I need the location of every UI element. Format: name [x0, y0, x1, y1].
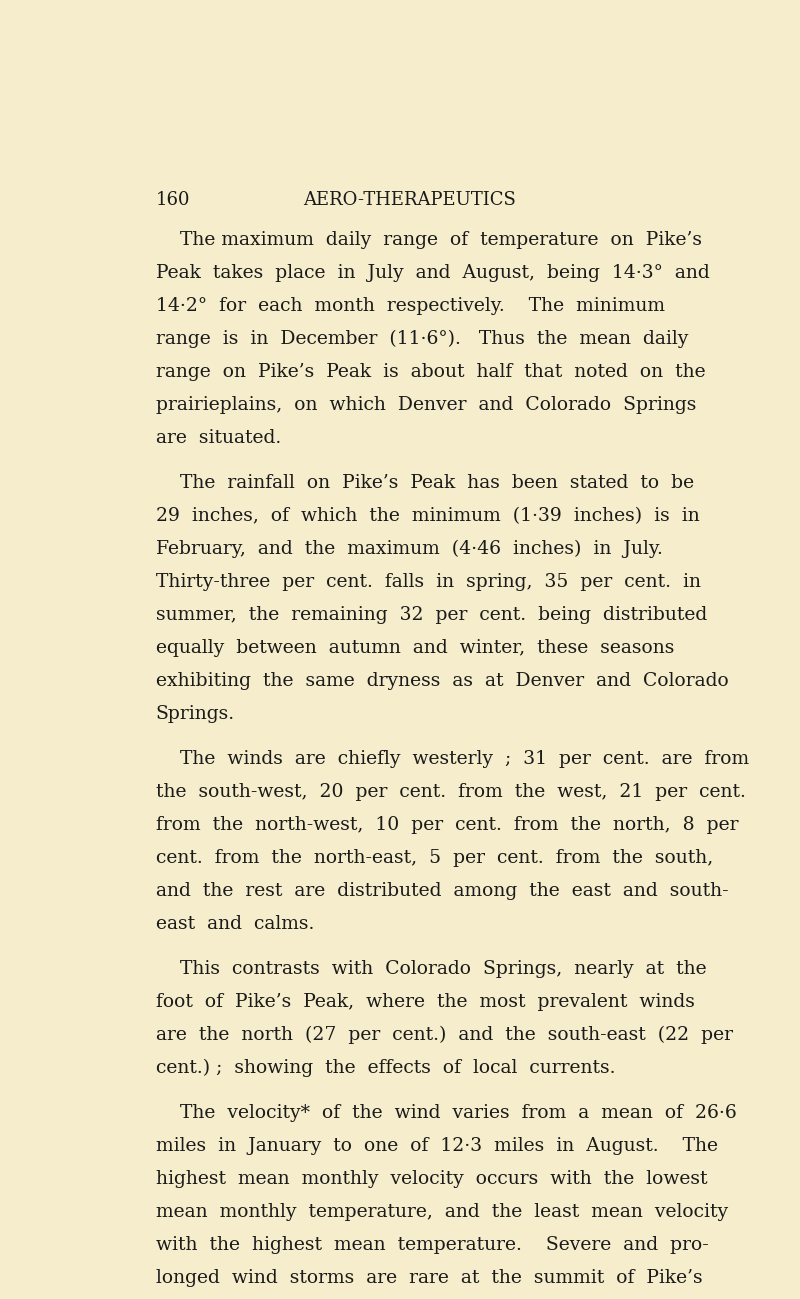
Text: exhibiting  the  same  dryness  as  at  Denver  and  Colorado: exhibiting the same dryness as at Denver… — [156, 672, 729, 690]
Text: from  the  north-west,  10  per  cent.  from  the  north,  8  per: from the north-west, 10 per cent. from t… — [156, 816, 738, 834]
Text: The  winds  are  chiefly  westerly  ;  31  per  cent.  are  from: The winds are chiefly westerly ; 31 per … — [156, 750, 749, 768]
Text: The maximum  daily  range  of  temperature  on  Pike’s: The maximum daily range of temperature o… — [156, 231, 702, 249]
Text: and  the  rest  are  distributed  among  the  east  and  south-: and the rest are distributed among the e… — [156, 882, 729, 900]
Text: with  the  highest  mean  temperature.    Severe  and  pro-: with the highest mean temperature. Sever… — [156, 1237, 709, 1254]
Text: AERO-THERAPEUTICS: AERO-THERAPEUTICS — [303, 191, 517, 209]
Text: range  on  Pike’s  Peak  is  about  half  that  noted  on  the: range on Pike’s Peak is about half that … — [156, 362, 706, 381]
Text: prairie​plains,  on  which  Denver  and  Colorado  Springs: prairie​plains, on which Denver and Colo… — [156, 396, 696, 414]
Text: cent.  from  the  north-east,  5  per  cent.  from  the  south,: cent. from the north-east, 5 per cent. f… — [156, 850, 713, 866]
Text: highest  mean  monthly  velocity  occurs  with  the  lowest: highest mean monthly velocity occurs wit… — [156, 1170, 707, 1189]
Text: miles  in  January  to  one  of  12·3  miles  in  August.    The: miles in January to one of 12·3 miles in… — [156, 1137, 718, 1155]
Text: foot  of  Pike’s  Peak,  where  the  most  prevalent  winds: foot of Pike’s Peak, where the most prev… — [156, 992, 694, 1011]
Text: The  rainfall  on  Pike’s  Peak  has  been  stated  to  be: The rainfall on Pike’s Peak has been sta… — [156, 474, 694, 492]
Text: Springs.: Springs. — [156, 705, 235, 724]
Text: 14·2°  for  each  month  respectively.    The  minimum: 14·2° for each month respectively. The m… — [156, 297, 665, 314]
Text: range  is  in  December  (11·6°).   Thus  the  mean  daily: range is in December (11·6°). Thus the m… — [156, 330, 688, 348]
Text: 160: 160 — [156, 191, 190, 209]
Text: the  south-west,  20  per  cent.  from  the  west,  21  per  cent.: the south-west, 20 per cent. from the we… — [156, 783, 746, 801]
Text: This  contrasts  with  Colorado  Springs,  nearly  at  the: This contrasts with Colorado Springs, ne… — [156, 960, 706, 978]
Text: cent.) ;  showing  the  effects  of  local  currents.: cent.) ; showing the effects of local cu… — [156, 1059, 615, 1077]
Text: are  the  north  (27  per  cent.)  and  the  south-east  (22  per: are the north (27 per cent.) and the sou… — [156, 1026, 733, 1044]
Text: Peak  takes  place  in  July  and  August,  being  14·3°  and: Peak takes place in July and August, bei… — [156, 264, 710, 282]
Text: east  and  calms.: east and calms. — [156, 914, 314, 933]
Text: longed  wind  storms  are  rare  at  the  summit  of  Pike’s: longed wind storms are rare at the summi… — [156, 1269, 702, 1287]
Text: The  velocity*  of  the  wind  varies  from  a  mean  of  26·6: The velocity* of the wind varies from a … — [156, 1104, 737, 1122]
Text: February,  and  the  maximum  (4·46  inches)  in  July.: February, and the maximum (4·46 inches) … — [156, 540, 662, 559]
Text: mean  monthly  temperature,  and  the  least  mean  velocity: mean monthly temperature, and the least … — [156, 1203, 728, 1221]
Text: Thirty-three  per  cent.  falls  in  spring,  35  per  cent.  in: Thirty-three per cent. falls in spring, … — [156, 573, 701, 591]
Text: equally  between  autumn  and  winter,  these  seasons: equally between autumn and winter, these… — [156, 639, 674, 657]
Text: are  situated.: are situated. — [156, 429, 281, 447]
Text: summer,  the  remaining  32  per  cent.  being  distributed: summer, the remaining 32 per cent. being… — [156, 607, 707, 624]
Text: 29  inches,  of  which  the  minimum  (1·39  inches)  is  in: 29 inches, of which the minimum (1·39 in… — [156, 507, 699, 525]
